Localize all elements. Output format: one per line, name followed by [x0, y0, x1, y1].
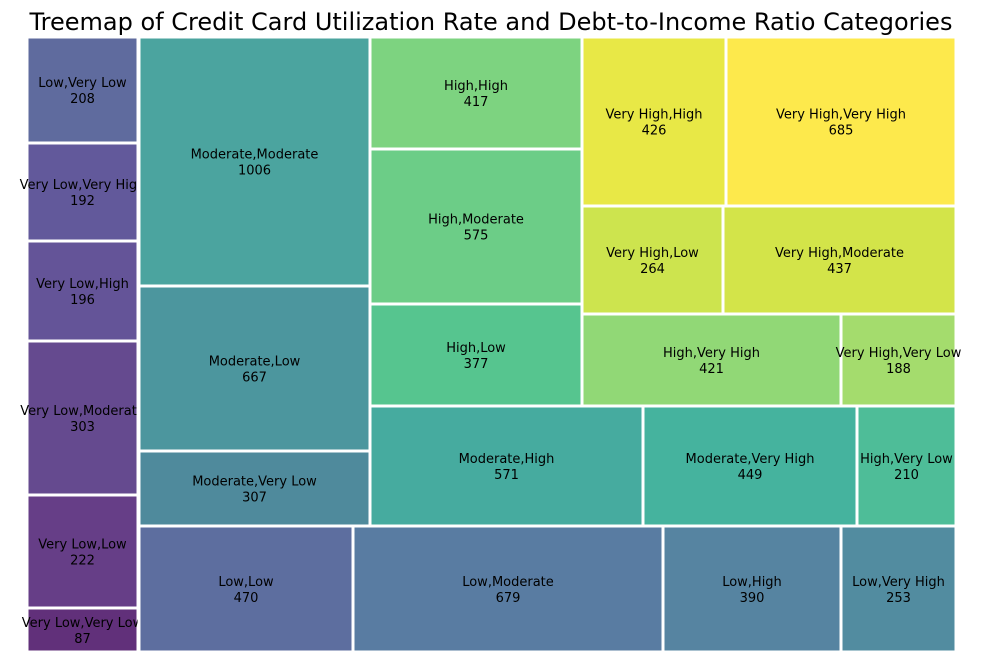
- treemap-cell-label: High,Very Low: [860, 452, 953, 467]
- treemap-cell-label: High,Moderate: [428, 213, 524, 228]
- treemap-cell-label: Moderate,High: [459, 452, 555, 467]
- treemap-cell-very-high-very-high: [724, 35, 958, 208]
- treemap-cell-very-low-very-high: [25, 141, 140, 243]
- treemap-cell-label: Very Low,High: [36, 277, 129, 292]
- treemap-cell-value: 222: [70, 554, 95, 569]
- treemap-cell-value: 417: [464, 95, 489, 110]
- treemap-cell-value: 421: [699, 362, 724, 377]
- treemap-cell-value: 685: [829, 124, 854, 139]
- treemap-cell-label: Low,Moderate: [462, 575, 554, 590]
- treemap-cell-very-high-moderate: [721, 204, 958, 316]
- treemap-cell-value: 264: [640, 262, 665, 277]
- treemap-cell-label: Moderate,Moderate: [191, 148, 319, 163]
- treemap-cell-value: 307: [242, 491, 267, 506]
- treemap-cell-label: Moderate,Low: [209, 355, 301, 370]
- treemap-cell-value: 470: [234, 591, 259, 606]
- treemap-cell-label: Very Low,Very High: [20, 178, 146, 193]
- treemap-cell-value: 679: [496, 591, 521, 606]
- treemap-cell-label: Low,Low: [218, 575, 274, 590]
- treemap-cell-very-high-very-low: [839, 312, 958, 408]
- treemap-cell-high-very-high: [580, 312, 843, 408]
- treemap-cell-label: Very High,Low: [606, 246, 699, 261]
- treemap-cell-label: Very High,Moderate: [775, 246, 904, 261]
- treemap-cell-value: 303: [70, 420, 95, 435]
- treemap-cell-value: 210: [894, 468, 919, 483]
- treemap-cell-moderate-very-high: [641, 404, 859, 528]
- treemap-cell-high-low: [368, 302, 584, 408]
- treemap-cell-low-moderate: [351, 524, 665, 654]
- treemap-cell-value: 571: [494, 468, 519, 483]
- treemap-cell-label: Moderate,Very High: [686, 452, 815, 467]
- treemap-cell-value: 449: [738, 468, 763, 483]
- treemap-cell-label: Low,Very Low: [38, 76, 127, 91]
- treemap-cell-value: 253: [886, 591, 911, 606]
- treemap-cell-value: 426: [642, 124, 667, 139]
- treemap-cell-label: Very High,High: [606, 108, 703, 123]
- treemap-cell-value: 667: [242, 371, 267, 386]
- treemap-cell-label: Very Low,Low: [38, 538, 127, 553]
- treemap-cell-high-very-low: [855, 404, 958, 528]
- treemap-cell-high-high: [368, 35, 584, 151]
- chart-title: Treemap of Credit Card Utilization Rate …: [29, 8, 953, 36]
- treemap-cell-value: 1006: [238, 164, 271, 179]
- treemap-cell-label: High,High: [444, 79, 508, 94]
- treemap-cell-low-low: [137, 524, 355, 654]
- treemap-cell-label: Low,High: [722, 575, 782, 590]
- treemap-cell-value: 196: [70, 293, 95, 308]
- treemap-cell-label: High,Low: [446, 341, 506, 356]
- treemap-cell-value: 192: [70, 194, 95, 209]
- treemap-cell-label: Very Low,Moderate: [20, 404, 145, 419]
- treemap-cell-low-very-low: [25, 35, 140, 145]
- treemap-cell-value: 188: [886, 362, 911, 377]
- treemap-cell-low-very-high: [839, 524, 958, 654]
- treemap-cell-value: 390: [740, 591, 765, 606]
- treemap-cell-label: Moderate,Very Low: [192, 475, 317, 490]
- treemap-cell-label: Very Low,Very Low: [22, 616, 144, 631]
- treemap-cell-label: Very High,Very Low: [836, 346, 962, 361]
- treemap-cell-label: High,Very High: [663, 346, 760, 361]
- treemap-cell-value: 208: [70, 92, 95, 107]
- treemap-cell-moderate-high: [368, 404, 645, 528]
- treemap-cell-moderate-low: [137, 284, 372, 453]
- treemap-cell-value: 87: [74, 632, 91, 647]
- treemap-cell-value: 437: [827, 262, 852, 277]
- treemap-cell-value: 377: [464, 357, 489, 372]
- treemap-cell-value: 575: [464, 229, 489, 244]
- treemap-cell-label: Low,Very High: [852, 575, 945, 590]
- treemap-cell-label: Very High,Very High: [776, 108, 906, 123]
